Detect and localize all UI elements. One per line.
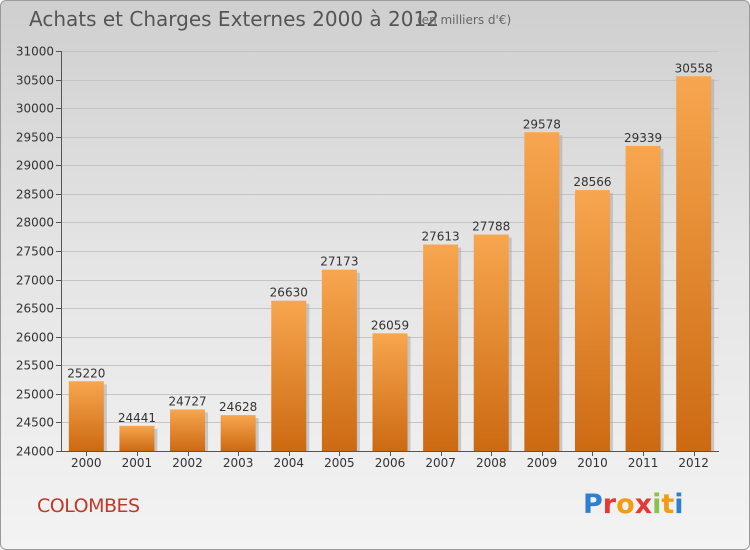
y-tick-label: 31000 [16,45,54,59]
y-tick-label: 28000 [16,216,54,230]
logo-letter: i [674,489,684,520]
x-tick-label: 2005 [324,456,355,470]
y-tick-label: 28500 [16,188,54,202]
proxiti-logo: Proxiti [583,489,684,520]
y-tick-label: 26500 [16,302,54,316]
logo-letter: t [661,489,675,520]
logo-letter: r [602,489,617,520]
logo-letter: P [583,489,603,520]
bar-value-label: 26059 [371,318,409,332]
bar [372,333,408,451]
x-tick-label: 2003 [223,456,254,470]
y-tick-label: 30000 [16,102,54,116]
bar [220,415,256,451]
chart-title: Achats et Charges Externes 2000 à 2012 [29,7,439,31]
axes: 24000 24500 25000 25500 26000 26500 27000 27500… [16,45,719,470]
x-tick-label: 2008 [476,456,507,470]
x-tick-label: 2009 [527,456,558,470]
y-tick-label: 26000 [16,331,54,345]
bar [676,76,712,451]
bar [68,381,104,451]
bar-value-label: 27788 [472,220,510,234]
bar [119,425,155,451]
bar-value-label: 30558 [675,61,713,75]
bar [574,190,610,452]
bar [625,145,661,451]
y-tick-label: 27500 [16,245,54,259]
bar [170,409,206,451]
y-tick-label: 29500 [16,131,54,145]
bar [473,234,509,451]
logo-letter: x [634,489,653,520]
x-tick-label: 2001 [122,456,153,470]
y-tick-label: 29000 [16,159,54,173]
y-tick-label: 25500 [16,359,54,373]
bar-value-label: 29578 [523,117,561,131]
x-tick-label: 2000 [71,456,102,470]
bar [271,300,307,451]
x-tick-label: 2007 [425,456,456,470]
bar-value-label: 25220 [67,366,105,380]
x-tick-label: 2011 [628,456,659,470]
y-tick-label: 24500 [16,416,54,430]
city-name: COLOMBES [37,495,140,517]
bar [524,132,560,451]
bar-value-label: 28566 [573,175,611,189]
y-tick-label: 25000 [16,388,54,402]
y-tick-label: 24000 [16,445,54,459]
x-tick-label: 2004 [273,456,304,470]
bar-value-label: 27613 [422,230,460,244]
logo-letter: i [652,489,662,520]
x-tick-label: 2010 [577,456,608,470]
bar-value-label: 24727 [168,394,206,408]
bar-value-label: 29339 [624,131,662,145]
bar [321,269,357,451]
bar-value-label: 24628 [219,400,257,414]
chart-subtitle: (en milliers d'€) [417,13,512,27]
bar [423,244,459,451]
x-tick-label: 2002 [172,456,203,470]
x-tick-label: 2012 [678,456,709,470]
bar-value-label: 26630 [270,286,308,300]
bars: 25220 24441 24727 24628 26630 27173 26059 27613… [67,61,715,452]
y-tick-label: 27000 [16,274,54,288]
logo-letter: o [616,489,635,520]
y-tick-label: 30500 [16,74,54,88]
bar-value-label: 27173 [320,255,358,269]
x-tick-label: 2006 [375,456,406,470]
bar-value-label: 24441 [118,411,156,425]
